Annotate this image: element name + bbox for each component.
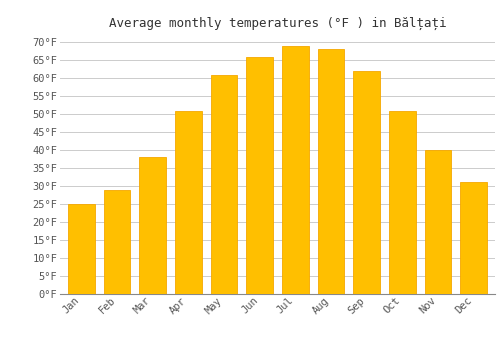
Bar [354, 71, 380, 294]
Bar [104, 190, 130, 294]
Bar [210, 75, 238, 294]
Bar [140, 157, 166, 294]
Bar [424, 150, 452, 294]
Bar [460, 182, 487, 294]
Bar [282, 46, 308, 294]
Bar [318, 49, 344, 294]
Bar [175, 111, 202, 294]
Title: Average monthly temperatures (°F ) in Bălțați: Average monthly temperatures (°F ) in Bă… [109, 17, 446, 30]
Bar [68, 204, 95, 294]
Bar [246, 57, 273, 294]
Bar [389, 111, 415, 294]
